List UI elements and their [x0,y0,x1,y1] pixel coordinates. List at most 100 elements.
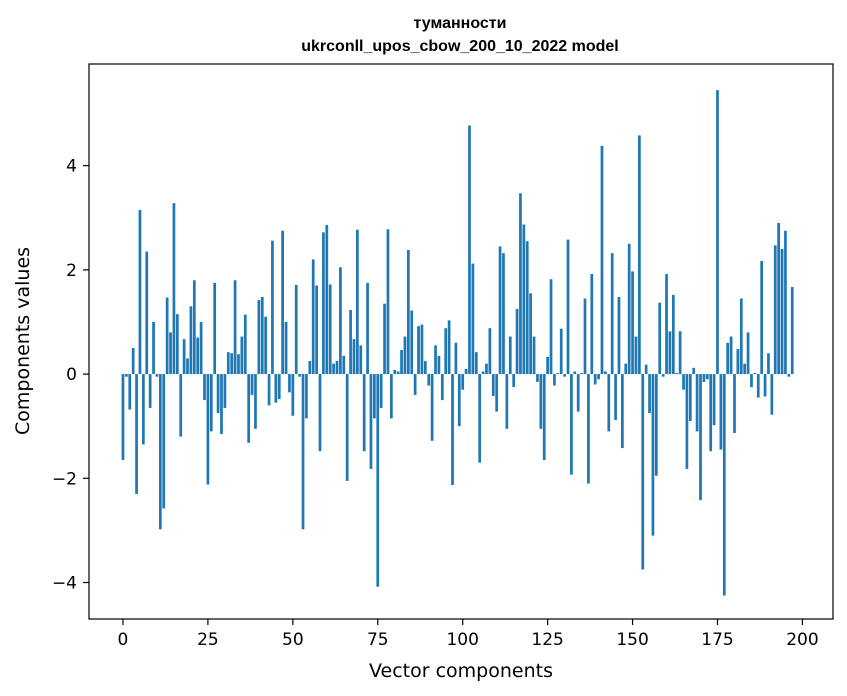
bar [440,374,444,401]
y-axis-label: Components values [12,247,34,435]
bar [536,374,539,382]
bar [281,230,284,375]
bar [661,374,665,377]
bar [196,337,200,375]
bar [427,374,431,386]
bar [162,374,166,509]
bar [750,374,753,388]
bar [512,374,516,388]
y-axis-ticks: −4 −2 0 2 4 [52,157,89,594]
bar [583,298,587,375]
bar [342,355,346,375]
bar [546,356,549,375]
bar [121,374,125,461]
bar [335,361,339,375]
bar [688,374,692,421]
bar [502,253,505,375]
y-tick-label: 2 [66,261,77,281]
bar [597,374,600,380]
bar [641,374,645,570]
bar [206,374,210,485]
bar [556,373,560,375]
bar [169,332,172,375]
bar [532,336,536,375]
bar [515,308,519,375]
bar [362,374,366,452]
bar [179,374,183,437]
bar [165,297,169,375]
bar [780,249,784,375]
bar [145,251,149,375]
bar [420,324,424,375]
y-tick-label: 0 [66,365,77,385]
bar [243,314,247,375]
bar [308,361,312,375]
bar [216,374,220,414]
bar [468,125,471,375]
bar [746,332,750,375]
bar [519,193,522,375]
bar [328,284,332,375]
bar [359,345,363,375]
bar [678,331,682,375]
bar [658,302,662,375]
bar [478,374,482,463]
bar [142,374,145,445]
bar [451,374,454,486]
x-axis-ticks: 0 25 50 75 100 125 150 175 200 [118,619,819,650]
bar [230,353,234,375]
x-axis-label: Vector components [369,660,553,682]
bar [199,321,203,375]
bar [461,374,465,390]
bar [488,328,492,375]
bar [369,374,373,469]
bar [189,306,193,375]
bar [600,145,604,375]
bar [760,260,764,375]
bar [729,336,733,375]
y-tick-label: −4 [52,574,77,594]
x-tick-label: 75 [367,630,389,650]
chart-title-line1: туманности [414,15,507,32]
plot-frame [88,63,834,620]
bar [542,374,546,461]
bar [604,371,607,375]
bar [522,224,526,375]
bar [322,232,325,375]
bar [573,371,577,375]
bar [223,374,227,408]
x-tick-label: 200 [786,630,818,650]
bar [498,246,502,375]
bar [175,314,179,375]
bar [294,284,298,375]
bar [457,374,461,427]
bar [423,361,427,375]
bar [593,374,597,385]
bar [237,354,240,375]
bar [638,135,641,375]
bar [125,374,128,377]
bar [508,336,512,375]
x-tick-label: 150 [616,630,648,650]
bar [651,374,655,536]
bar [631,271,634,375]
bar [318,374,322,452]
bar [563,374,566,377]
bar [403,336,407,375]
bar [135,374,138,494]
bar [614,374,617,420]
bar [267,374,271,406]
bar [250,374,254,395]
bar [220,374,223,434]
bar [406,250,410,375]
bar [366,282,369,375]
bar [773,245,777,375]
bar [719,374,723,450]
bar [491,374,495,396]
bar [325,225,329,375]
bars-group [121,90,794,596]
bar [186,358,189,375]
bar [481,371,485,375]
bar [716,90,719,375]
bar [349,309,352,375]
